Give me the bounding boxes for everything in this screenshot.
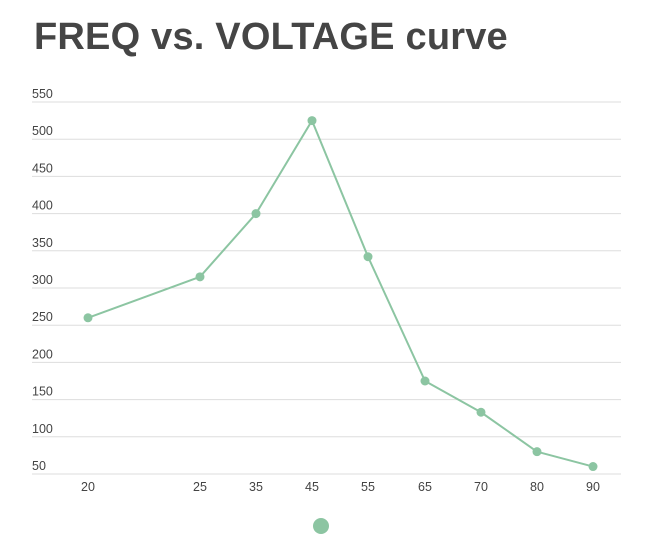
x-tick-label: 25 bbox=[193, 480, 207, 494]
data-point[interactable] bbox=[195, 272, 205, 282]
x-tick-label: 70 bbox=[474, 480, 488, 494]
data-point[interactable] bbox=[532, 447, 542, 457]
x-tick-label: 80 bbox=[530, 480, 544, 494]
y-tick-label: 550 bbox=[32, 87, 53, 101]
y-tick-label: 50 bbox=[32, 459, 46, 473]
legend-marker[interactable] bbox=[313, 518, 329, 534]
x-tick-label: 20 bbox=[81, 480, 95, 494]
y-tick-label: 350 bbox=[32, 236, 53, 250]
data-point[interactable] bbox=[251, 209, 261, 219]
series-group bbox=[83, 116, 598, 472]
y-tick-label: 100 bbox=[32, 422, 53, 436]
x-tick-label: 90 bbox=[586, 480, 600, 494]
data-point[interactable] bbox=[83, 313, 93, 323]
y-tick-label: 450 bbox=[32, 161, 53, 175]
x-tick-label: 45 bbox=[305, 480, 319, 494]
y-axis-ticks: 550 500 450 400 350 300 250 200 150 100 50 bbox=[32, 87, 53, 473]
data-point[interactable] bbox=[363, 252, 373, 262]
y-tick-label: 200 bbox=[32, 347, 53, 361]
x-tick-label: 65 bbox=[418, 480, 432, 494]
series-line bbox=[87, 119, 594, 468]
y-tick-label: 400 bbox=[32, 199, 53, 213]
x-axis-ticks: 20 25 35 45 55 65 70 80 90 bbox=[81, 480, 600, 494]
y-tick-label: 150 bbox=[32, 385, 53, 399]
y-tick-label: 500 bbox=[32, 124, 53, 138]
data-point[interactable] bbox=[307, 116, 317, 126]
gridlines bbox=[32, 101, 621, 475]
x-tick-label: 55 bbox=[361, 480, 375, 494]
x-tick-label: 35 bbox=[249, 480, 263, 494]
data-point[interactable] bbox=[588, 462, 598, 472]
data-point[interactable] bbox=[476, 407, 486, 417]
chart-title: FREQ vs. VOLTAGE curve bbox=[34, 16, 508, 58]
y-tick-label: 250 bbox=[32, 310, 53, 324]
data-point[interactable] bbox=[420, 376, 430, 386]
y-tick-label: 300 bbox=[32, 273, 53, 287]
